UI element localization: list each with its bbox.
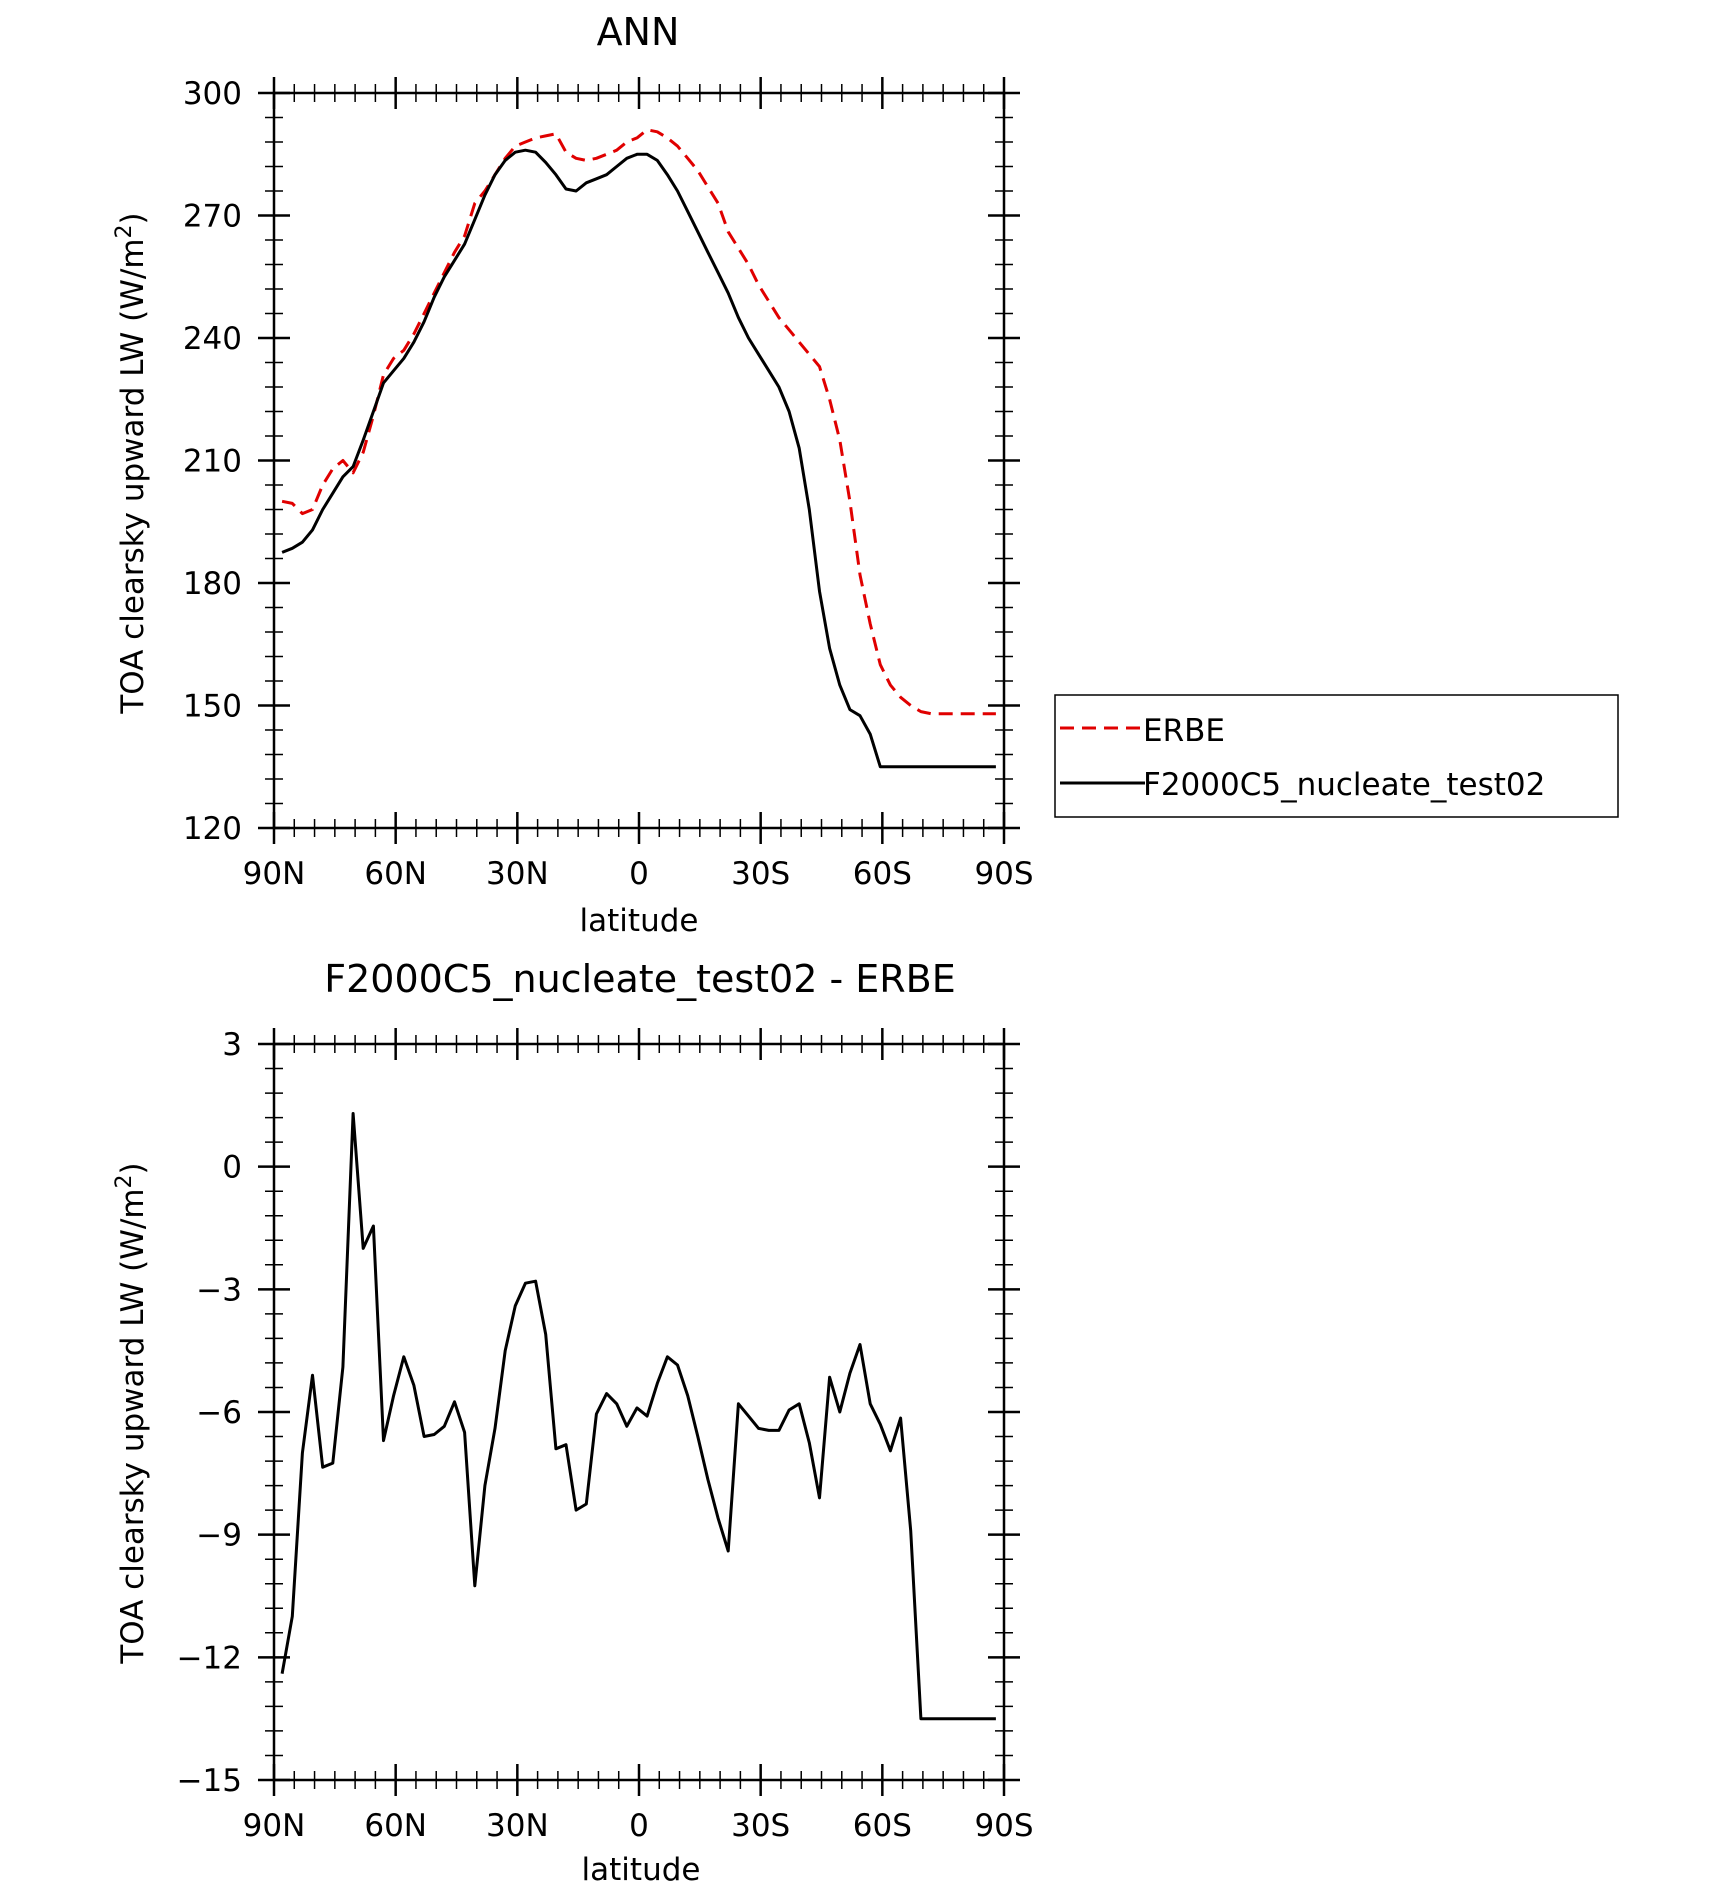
bottom-y-axis-label-close: ) bbox=[115, 1162, 151, 1174]
top-y-axis-label-close: ) bbox=[115, 212, 151, 224]
x-tick-label: 90S bbox=[974, 1808, 1033, 1844]
top-x-axis-label: latitude bbox=[580, 903, 699, 939]
y-tick-label: 150 bbox=[183, 689, 242, 725]
bottom-plot-frame bbox=[272, 1042, 1006, 1782]
y-tick-label: −9 bbox=[196, 1518, 242, 1554]
y-tick-label: 240 bbox=[183, 321, 242, 357]
top-y-axis-label: TOA clearsky upward LW (W/m2) bbox=[112, 212, 151, 714]
x-tick-label: 60N bbox=[364, 856, 427, 892]
x-tick-label: 90N bbox=[243, 1808, 306, 1844]
x-tick-label: 30S bbox=[731, 856, 790, 892]
legend-label-model: F2000C5_nucleate_test02 bbox=[1143, 767, 1545, 803]
bottom-y-tick-labels: −15 −12 −9 −6 −3 0 3 bbox=[177, 1027, 242, 1799]
bottom-y-axis-label: TOA clearsky upward LW (W/m2) bbox=[112, 1162, 151, 1664]
y-tick-label: 3 bbox=[222, 1027, 242, 1063]
bottom-x-axis-label: latitude bbox=[582, 1852, 701, 1883]
top-axis-ticks bbox=[258, 77, 1020, 844]
y-tick-label: −3 bbox=[196, 1272, 242, 1308]
x-tick-label: 90N bbox=[243, 856, 306, 892]
top-plot: ANN 120 150 180 210 240 270 300 90N 60N 30N 0 30S 6… bbox=[112, 10, 1034, 939]
y-tick-label: 210 bbox=[183, 444, 242, 480]
series-line bbox=[280, 1112, 996, 1721]
top-plot-series bbox=[281, 128, 996, 769]
x-tick-label: 60N bbox=[364, 1808, 427, 1844]
bottom-plot-title: F2000C5_nucleate_test02 - ERBE bbox=[324, 957, 956, 1001]
x-tick-label: 60S bbox=[853, 856, 912, 892]
y-tick-label: 300 bbox=[183, 76, 242, 112]
top-y-axis-label-sup: 2 bbox=[112, 224, 137, 238]
top-y-axis-label-text: TOA clearsky upward LW (W/m bbox=[115, 238, 151, 714]
y-tick-label: −15 bbox=[177, 1763, 242, 1799]
y-tick-label: −12 bbox=[177, 1640, 242, 1676]
x-tick-label: 0 bbox=[629, 1808, 649, 1844]
legend-box bbox=[1054, 694, 1619, 818]
top-plot-frame bbox=[272, 91, 1006, 830]
legend-label-erbe: ERBE bbox=[1143, 713, 1225, 749]
x-tick-label: 30N bbox=[486, 856, 549, 892]
bottom-plot: F2000C5_nucleate_test02 - ERBE −15−12−9−… bbox=[112, 957, 1034, 1883]
bottom-plot-series bbox=[280, 1112, 996, 1721]
y-tick-label: 120 bbox=[183, 811, 242, 847]
bottom-y-axis-label-text: TOA clearsky upward LW (W/m bbox=[115, 1188, 151, 1664]
series-line bbox=[281, 148, 996, 769]
bottom-y-axis-label-sup: 2 bbox=[112, 1174, 137, 1188]
series-line bbox=[281, 128, 996, 716]
x-tick-label: 30N bbox=[486, 1808, 549, 1844]
y-tick-label: 270 bbox=[183, 199, 242, 235]
top-x-tick-labels: 90N 60N 30N 0 30S 60S 90S bbox=[243, 856, 1034, 892]
y-tick-label: 0 bbox=[222, 1150, 242, 1186]
top-y-tick-labels: 120 150 180 210 240 270 300 bbox=[183, 76, 242, 847]
x-tick-label: 0 bbox=[629, 856, 649, 892]
bottom-x-tick-labels: 90N 60N 30N 0 30S 60S 90S bbox=[243, 1808, 1034, 1844]
x-tick-label: 30S bbox=[731, 1808, 790, 1844]
x-tick-label: 90S bbox=[974, 856, 1033, 892]
y-tick-label: 180 bbox=[183, 566, 242, 602]
x-tick-label: 60S bbox=[853, 1808, 912, 1844]
legend: ERBE F2000C5_nucleate_test02 bbox=[1054, 694, 1619, 818]
y-tick-label: −6 bbox=[196, 1395, 242, 1431]
top-plot-title: ANN bbox=[597, 10, 680, 54]
bottom-axis-ticks bbox=[258, 1028, 1020, 1796]
